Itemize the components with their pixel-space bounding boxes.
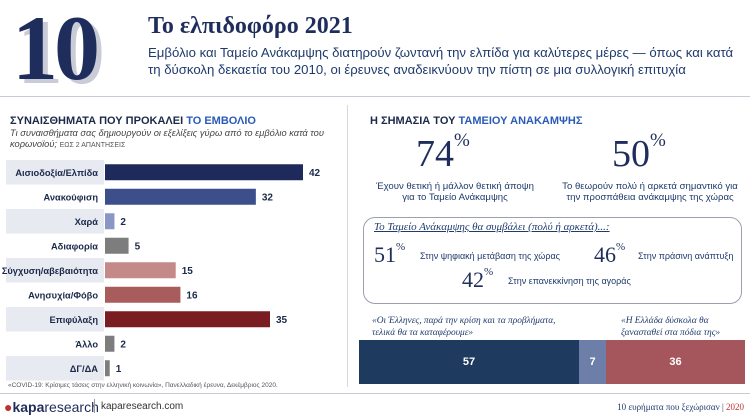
stat2-caption-line2: την προσπάθεια ανάκαμψης της χώρας [566, 192, 734, 203]
bar-category-label: Χαρά [75, 217, 99, 227]
left-section-heading: ΣΥΝΑΙΣΘΗΜΑΤΑ ΠΟΥ ΠΡΟΚΑΛΕΙ ΤΟ ΕΜΒΟΛΙΟ [10, 115, 256, 127]
box-item-1-number: 51 [374, 242, 396, 267]
bottom-divider [0, 393, 750, 394]
stack-segment: 36 [606, 340, 745, 384]
bar-category-label: Ανακούφιση [44, 192, 99, 202]
bar-label-bg [6, 282, 104, 307]
footer-series-text: 10 ευρήματα που ξεχώρισαν | [617, 402, 726, 412]
left-heading-main: ΣΥΝΑΙΣΘΗΜΑΤΑ ΠΟΥ ΠΡΟΚΑΛΕΙ [10, 115, 187, 127]
stat2-unit: % [650, 130, 666, 152]
box-item-2-unit: % [616, 240, 626, 253]
bar-mark [105, 164, 303, 181]
bar-category-label: Άλλο [75, 339, 98, 349]
bar-category-label: Επιφύλαξη [49, 315, 98, 325]
stat2-value: 50% [612, 130, 666, 176]
bar-value-label: 35 [276, 315, 288, 326]
stat2-number: 50 [612, 133, 650, 175]
stat1-value: 74% [416, 130, 470, 176]
bar-label-bg [6, 258, 104, 283]
bar-label-bg [6, 331, 104, 356]
bar-mark [105, 360, 110, 377]
bar-value-label: 5 [135, 241, 141, 252]
logo-text-a: kapa [12, 399, 45, 415]
page-title: Το ελπιδοφόρο 2021 [148, 13, 353, 39]
bar-label-bg [6, 209, 104, 234]
box-item-3-label: Στην επανεκκίνηση της αγοράς [508, 276, 631, 286]
website-link[interactable]: kaparesearch.com [101, 401, 184, 412]
box-item-3-number: 42 [462, 267, 484, 292]
left-question: Τι συναισθήματα σας δημιουργούν οι εξελί… [10, 128, 350, 151]
bar-value-label: 32 [262, 192, 274, 203]
stat1-caption-line1: Έχουν θετική ή μάλλον θετική άποψη [376, 181, 534, 192]
box-item-1-value: 51% [374, 240, 406, 268]
bar-category-label: Σύγχυση/αβεβαιότητα [2, 266, 98, 276]
bar-mark [105, 335, 115, 352]
bar-mark [105, 286, 181, 303]
footer-series-label: 10 ευρήματα που ξεχώρισαν | 2020 [617, 402, 744, 412]
box-item-1-label: Στην ψηφιακή μετάβαση της χώρας [420, 251, 560, 261]
question-text: Τι συναισθήματα σας δημιουργούν οι εξελί… [10, 128, 324, 149]
stat2-caption: Το θεωρούν πολύ ή αρκετά σημαντικό για τη… [555, 181, 745, 203]
box-item-2-number: 46 [594, 242, 616, 267]
bar-category-label: Αδιαφορία [51, 241, 98, 251]
logo-mark: ● [4, 399, 13, 415]
bar-mark [105, 213, 115, 230]
left-heading-highlight: ΤΟ ΕΜΒΟΛΙΟ [186, 115, 256, 127]
bar-label-bg [6, 160, 104, 185]
bar-category-label: Ανησυχία/Φόβο [28, 290, 98, 300]
bar-value-label: 16 [186, 290, 198, 301]
big-number: 10 [12, 0, 100, 99]
footer-year: 2020 [726, 402, 744, 412]
top-divider [0, 96, 750, 97]
quote-positive: «Οι Έλληνες, παρά την κρίση και τα προβλ… [372, 316, 556, 338]
box-item-3-unit: % [484, 265, 494, 278]
bar-value-label: 2 [120, 217, 126, 228]
stat1-caption: Έχουν θετική ή μάλλον θετική άποψη για το… [360, 181, 550, 203]
bar-value-label: 1 [116, 364, 122, 375]
box-item-3-value: 42% [462, 265, 494, 293]
page-subtitle: Εμβόλιο και Ταμείο Ανάκαμψης διατηρούν ζ… [148, 45, 734, 77]
logo-separator [94, 399, 95, 413]
stack-segment: 7 [579, 340, 607, 384]
stat1-caption-line2: για το Ταμείο Ανάκαμψης [402, 192, 508, 203]
bar-value-label: 42 [309, 168, 321, 179]
vertical-divider [347, 105, 348, 387]
right-heading-highlight: ΤΑΜΕΙΟΥ ΑΝΑΚΑΜΨΗΣ [458, 115, 583, 127]
bar-label-bg [6, 356, 104, 381]
right-section-heading: Η ΣΗΜΑΣΙΑ ΤΟΥ ΤΑΜΕΙΟΥ ΑΝΑΚΑΜΨΗΣ [370, 115, 582, 127]
stat1-number: 74 [416, 133, 454, 175]
bar-label-bg [6, 233, 104, 258]
bar-mark [105, 188, 256, 205]
source-footnote: «COVID-19: Κρίσιμες τάσεις στην ελληνική… [8, 382, 278, 389]
bar-label-bg [6, 307, 104, 332]
bar-category-label: ΔΓ/ΔΑ [70, 364, 99, 374]
stat2-caption-line1: Το θεωρούν πολύ ή αρκετά σημαντικό για [562, 181, 738, 192]
stack-segment: 57 [359, 340, 580, 384]
box-item-2-label: Στην πράσινη ανάπτυξη [638, 251, 734, 261]
bar-value-label: 15 [182, 266, 194, 277]
stacked-bar: 57 7 36 [359, 340, 745, 384]
bar-mark [105, 237, 129, 254]
bar-label-bg [6, 184, 104, 209]
bar-value-label: 2 [120, 339, 126, 350]
kapa-research-logo: ●kaparesearch [4, 399, 99, 415]
impact-box [363, 217, 742, 304]
right-heading-main: Η ΣΗΜΑΣΙΑ ΤΟΥ [370, 115, 459, 127]
bar-category-label: Αισιοδοξία/Ελπίδα [15, 168, 98, 178]
bar-mark [105, 311, 270, 328]
logo-text-b: research [44, 399, 99, 415]
bar-mark [105, 262, 176, 279]
quote-negative: «Η Ελλάδα δύσκολα θα ξανασταθεί στα πόδι… [621, 316, 721, 338]
stat1-unit: % [454, 130, 470, 152]
question-note: ΕΩΣ 2 ΑΠΑΝΤΗΣΕΙΣ [59, 142, 126, 149]
box-item-2-value: 46% [594, 240, 626, 268]
bar-chart: Αισιοδοξία/Ελπίδα 42 Ανακούφιση 32 Χαρά 2 Αδια… [2, 160, 321, 381]
box-item-1-unit: % [396, 240, 406, 253]
impact-box-title: Το Ταμείο Ανάκαμψης θα συμβάλει (πολύ ή … [374, 221, 610, 233]
